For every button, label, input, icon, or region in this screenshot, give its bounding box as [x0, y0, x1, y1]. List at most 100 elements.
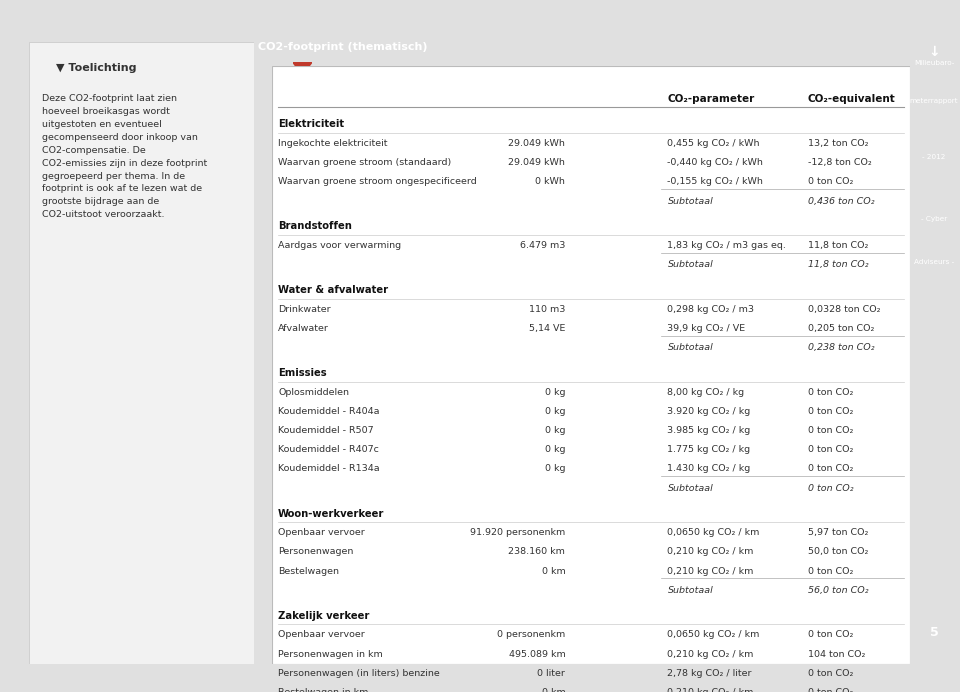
Text: 3.920 kg CO₂ / kg: 3.920 kg CO₂ / kg: [667, 407, 751, 416]
Text: 0 ton CO₂: 0 ton CO₂: [808, 464, 853, 473]
Text: Aardgas voor verwarming: Aardgas voor verwarming: [278, 241, 401, 250]
Text: - 2012: - 2012: [923, 154, 946, 160]
Text: 0 ton CO₂: 0 ton CO₂: [808, 668, 853, 677]
Text: 0 ton CO₂: 0 ton CO₂: [808, 177, 853, 186]
Text: Deze CO2-footprint laat zien
hoeveel broeikasgas wordt
uitgestoten en eventueel
: Deze CO2-footprint laat zien hoeveel bro…: [42, 94, 207, 219]
Text: 1,83 kg CO₂ / m3 gas eq.: 1,83 kg CO₂ / m3 gas eq.: [667, 241, 786, 250]
Text: Milieubaro-: Milieubaro-: [914, 60, 954, 66]
Text: Koudemiddel - R407c: Koudemiddel - R407c: [278, 446, 379, 455]
Text: 0,0650 kg CO₂ / km: 0,0650 kg CO₂ / km: [667, 528, 760, 537]
Text: 11,8 ton CO₂: 11,8 ton CO₂: [808, 260, 869, 269]
Text: 0 ton CO₂: 0 ton CO₂: [808, 446, 853, 455]
Text: Woon-werkverkeer: Woon-werkverkeer: [278, 509, 384, 518]
Text: 29.049 kWh: 29.049 kWh: [509, 158, 565, 167]
Text: 0 km: 0 km: [541, 688, 565, 692]
Text: 0 kg: 0 kg: [545, 407, 565, 416]
Text: Personenwagen in km: Personenwagen in km: [278, 650, 383, 659]
Text: Personenwagen (in liters) benzine: Personenwagen (in liters) benzine: [278, 668, 440, 677]
Text: Oplosmiddelen: Oplosmiddelen: [278, 388, 349, 397]
Text: 238.160 km: 238.160 km: [509, 547, 565, 556]
Text: 0,210 kg CO₂ / km: 0,210 kg CO₂ / km: [667, 650, 754, 659]
Text: Adviseurs -: Adviseurs -: [914, 260, 954, 266]
Text: 0,210 kg CO₂ / km: 0,210 kg CO₂ / km: [667, 547, 754, 556]
Text: 0,298 kg CO₂ / m3: 0,298 kg CO₂ / m3: [667, 305, 755, 314]
Text: 1.775 kg CO₂ / kg: 1.775 kg CO₂ / kg: [667, 446, 751, 455]
Text: Koudemiddel - R404a: Koudemiddel - R404a: [278, 407, 379, 416]
Text: Openbaar vervoer: Openbaar vervoer: [278, 528, 365, 537]
Text: Waarvan groene stroom (standaard): Waarvan groene stroom (standaard): [278, 158, 451, 167]
Text: 0 km: 0 km: [541, 567, 565, 576]
Text: Waarvan groene stroom ongespecificeerd: Waarvan groene stroom ongespecificeerd: [278, 177, 477, 186]
Text: 0 kg: 0 kg: [545, 446, 565, 455]
Text: 0 kg: 0 kg: [545, 388, 565, 397]
Text: 0 personenkm: 0 personenkm: [497, 630, 565, 639]
Text: 0 kg: 0 kg: [545, 426, 565, 435]
Text: Subtotaal: Subtotaal: [667, 197, 713, 206]
Text: 0,210 kg CO₂ / km: 0,210 kg CO₂ / km: [667, 567, 754, 576]
Text: Drinkwater: Drinkwater: [278, 305, 330, 314]
Text: 0 liter: 0 liter: [538, 668, 565, 677]
Text: 0,436 ton CO₂: 0,436 ton CO₂: [808, 197, 875, 206]
Text: Koudemiddel - R507: Koudemiddel - R507: [278, 426, 373, 435]
Text: 91.920 personenkm: 91.920 personenkm: [470, 528, 565, 537]
Text: Subtotaal: Subtotaal: [667, 484, 713, 493]
Text: - Cyber: - Cyber: [921, 216, 948, 222]
Text: 0,455 kg CO₂ / kWh: 0,455 kg CO₂ / kWh: [667, 139, 760, 148]
Text: CO₂-parameter: CO₂-parameter: [667, 93, 755, 104]
Text: 0 kWh: 0 kWh: [536, 177, 565, 186]
Text: CO2-footprint (thematisch): CO2-footprint (thematisch): [258, 42, 427, 52]
Text: 50,0 ton CO₂: 50,0 ton CO₂: [808, 547, 868, 556]
Text: 56,0 ton CO₂: 56,0 ton CO₂: [808, 585, 869, 594]
Text: 110 m3: 110 m3: [529, 305, 565, 314]
Text: Emissies: Emissies: [278, 368, 326, 379]
Text: 5,14 VE: 5,14 VE: [529, 324, 565, 333]
Text: 0,210 kg CO₂ / km: 0,210 kg CO₂ / km: [667, 688, 754, 692]
Text: 13,2 ton CO₂: 13,2 ton CO₂: [808, 139, 869, 148]
Text: 0 kg: 0 kg: [545, 464, 565, 473]
Text: 0,0650 kg CO₂ / km: 0,0650 kg CO₂ / km: [667, 630, 760, 639]
Text: Brandstoffen: Brandstoffen: [278, 221, 352, 232]
Text: 6.479 m3: 6.479 m3: [520, 241, 565, 250]
Text: 29.049 kWh: 29.049 kWh: [509, 139, 565, 148]
Text: Afvalwater: Afvalwater: [278, 324, 329, 333]
Text: 39,9 kg CO₂ / VE: 39,9 kg CO₂ / VE: [667, 324, 746, 333]
Text: 0,0328 ton CO₂: 0,0328 ton CO₂: [808, 305, 880, 314]
Text: 0 ton CO₂: 0 ton CO₂: [808, 630, 853, 639]
Text: Bestelwagen in km: Bestelwagen in km: [278, 688, 369, 692]
Text: -0,155 kg CO₂ / kWh: -0,155 kg CO₂ / kWh: [667, 177, 763, 186]
Text: Subtotaal: Subtotaal: [667, 585, 713, 594]
Text: Water & afvalwater: Water & afvalwater: [278, 285, 388, 295]
Text: ↓: ↓: [928, 45, 940, 59]
Text: Subtotaal: Subtotaal: [667, 260, 713, 269]
Text: 3.985 kg CO₂ / kg: 3.985 kg CO₂ / kg: [667, 426, 751, 435]
Text: 1.430 kg CO₂ / kg: 1.430 kg CO₂ / kg: [667, 464, 751, 473]
Text: meterrapport: meterrapport: [910, 98, 958, 104]
Text: 0,238 ton CO₂: 0,238 ton CO₂: [808, 343, 875, 352]
Text: ▼ Toelichting: ▼ Toelichting: [56, 64, 136, 73]
Polygon shape: [293, 62, 312, 75]
Text: 0 ton CO₂: 0 ton CO₂: [808, 426, 853, 435]
Text: 0 ton CO₂: 0 ton CO₂: [808, 688, 853, 692]
Text: 0 ton CO₂: 0 ton CO₂: [808, 388, 853, 397]
Text: Subtotaal: Subtotaal: [667, 343, 713, 352]
Text: 5,97 ton CO₂: 5,97 ton CO₂: [808, 528, 868, 537]
Text: 104 ton CO₂: 104 ton CO₂: [808, 650, 865, 659]
Text: 0 ton CO₂: 0 ton CO₂: [808, 567, 853, 576]
Text: 2,78 kg CO₂ / liter: 2,78 kg CO₂ / liter: [667, 668, 752, 677]
Text: Personenwagen: Personenwagen: [278, 547, 353, 556]
Text: CO₂-equivalent: CO₂-equivalent: [808, 93, 896, 104]
Text: Ingekochte elektriciteit: Ingekochte elektriciteit: [278, 139, 388, 148]
Text: 11,8 ton CO₂: 11,8 ton CO₂: [808, 241, 868, 250]
Text: Elektriciteit: Elektriciteit: [278, 120, 345, 129]
Text: Zakelijk verkeer: Zakelijk verkeer: [278, 611, 370, 621]
Text: 5: 5: [929, 626, 939, 639]
Text: 8,00 kg CO₂ / kg: 8,00 kg CO₂ / kg: [667, 388, 745, 397]
Text: Bestelwagen: Bestelwagen: [278, 567, 339, 576]
Text: 495.089 km: 495.089 km: [509, 650, 565, 659]
Text: Openbaar vervoer: Openbaar vervoer: [278, 630, 365, 639]
Text: 0 ton CO₂: 0 ton CO₂: [808, 407, 853, 416]
Text: -12,8 ton CO₂: -12,8 ton CO₂: [808, 158, 872, 167]
Text: -0,440 kg CO₂ / kWh: -0,440 kg CO₂ / kWh: [667, 158, 763, 167]
Text: Koudemiddel - R134a: Koudemiddel - R134a: [278, 464, 380, 473]
Text: 0,205 ton CO₂: 0,205 ton CO₂: [808, 324, 875, 333]
